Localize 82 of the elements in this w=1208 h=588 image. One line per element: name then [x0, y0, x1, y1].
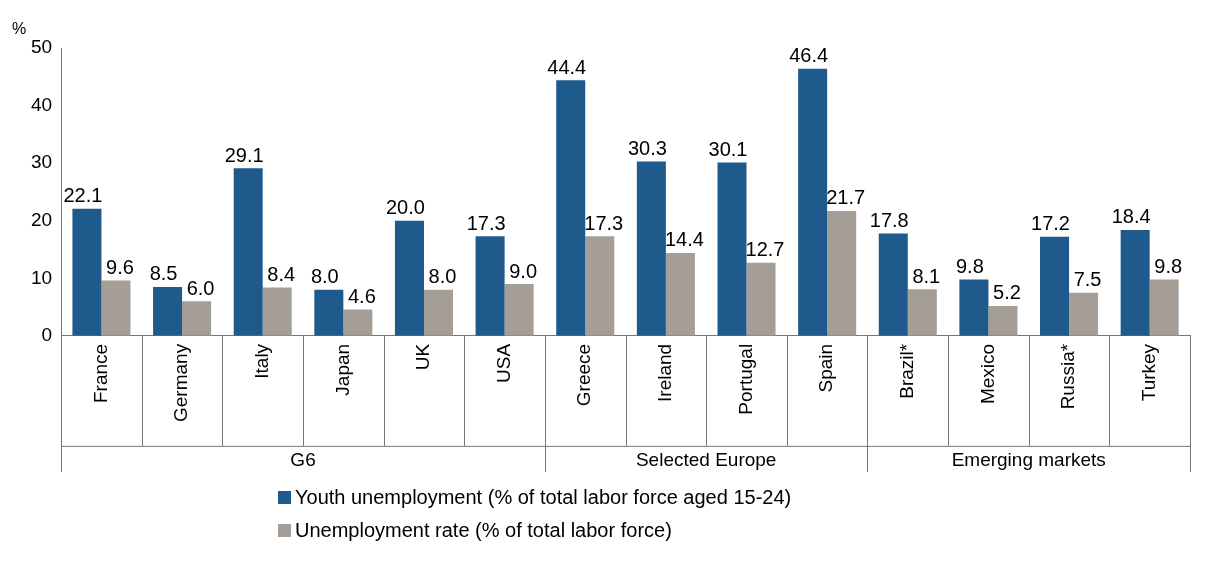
y-tick-label: 0 [41, 324, 53, 346]
bar [504, 284, 534, 336]
x-tick-label: Germany [170, 343, 192, 423]
data-label: 17.2 [1031, 212, 1070, 235]
x-tick-label: USA [492, 343, 514, 383]
bar [959, 279, 989, 336]
text: Selected Europe [635, 449, 777, 471]
data-label: 46.4 [789, 44, 829, 67]
x-tick-label: France [89, 343, 111, 404]
text: Emerging markets [951, 449, 1106, 471]
data-label: 20.0 [386, 196, 425, 219]
bar [1040, 236, 1070, 336]
data-label: 17.8 [869, 208, 909, 231]
x-tick-label: Greece [573, 343, 595, 407]
bar [233, 168, 263, 336]
data-label: 14.4 [664, 228, 704, 251]
legend-label: Youth unemployment (% of total labor force aged 15-24) [295, 486, 792, 509]
bar [475, 236, 505, 336]
x-tick-label: Brazil* [896, 343, 918, 399]
data-label: 9.0 [509, 259, 538, 282]
legend-label: Unemployment rate (% of total labor force) [295, 519, 672, 542]
x-tick-label: Spain [815, 343, 837, 393]
data-label: 17.3 [584, 211, 624, 234]
bar [153, 286, 183, 336]
bar [878, 233, 908, 336]
y-tick-label: 40 [30, 93, 53, 115]
x-tick-label: Russia* [1057, 343, 1079, 410]
bar [1149, 279, 1179, 336]
data-label: 9.6 [106, 256, 134, 279]
data-label: 21.7 [826, 186, 866, 209]
data-label: 5.2 [993, 281, 1021, 304]
bar [101, 280, 131, 336]
data-label: 7.5 [1073, 268, 1102, 291]
data-label: 6.0 [186, 276, 215, 299]
x-tick-label: UK [412, 343, 434, 371]
data-label: 4.6 [347, 284, 376, 307]
bar [262, 287, 292, 336]
bar [746, 262, 776, 336]
bar [72, 208, 102, 336]
bar [717, 162, 747, 336]
text: G6 [290, 449, 316, 471]
y-tick-label: 50 [30, 36, 53, 58]
bar [394, 220, 424, 336]
data-label: 22.1 [63, 184, 103, 207]
bar [423, 289, 454, 336]
data-label: 30.1 [708, 138, 748, 161]
data-label: 9.8 [1154, 254, 1183, 277]
bar [314, 289, 344, 336]
x-tick-label: Japan [331, 343, 353, 396]
bar [585, 236, 615, 336]
bar [988, 305, 1018, 336]
data-label: 9.8 [956, 254, 984, 277]
y-tick-label: 20 [30, 208, 53, 230]
y-tick-label: 10 [30, 266, 53, 288]
data-label: 8.1 [912, 264, 941, 287]
bar [636, 161, 666, 336]
data-label: 17.3 [466, 211, 506, 234]
x-tick-label: Turkey [1137, 343, 1159, 402]
data-label: 8.5 [149, 262, 178, 285]
data-label: 8.0 [310, 265, 339, 288]
data-label: 12.7 [745, 238, 785, 261]
x-tick-label: Ireland [654, 343, 676, 402]
bar [1069, 292, 1099, 336]
data-label: 8.0 [428, 265, 457, 288]
bar [665, 252, 695, 336]
bar [556, 80, 586, 336]
bar [343, 309, 373, 336]
data-label: 8.4 [267, 263, 296, 286]
bar [827, 210, 857, 336]
y-tick-label: 30 [30, 151, 53, 173]
bar [1120, 229, 1150, 336]
x-tick-label: Portugal [734, 343, 756, 415]
data-label: 18.4 [1111, 205, 1151, 228]
bar [798, 68, 828, 336]
bar [182, 301, 212, 336]
data-label: 29.1 [224, 143, 264, 166]
y-axis-title: % [12, 20, 27, 38]
data-label: 44.4 [547, 55, 587, 78]
x-tick-label: Mexico [976, 343, 998, 405]
x-tick-label: Italy [250, 343, 272, 379]
bar [907, 289, 937, 336]
data-label: 30.3 [627, 136, 667, 159]
